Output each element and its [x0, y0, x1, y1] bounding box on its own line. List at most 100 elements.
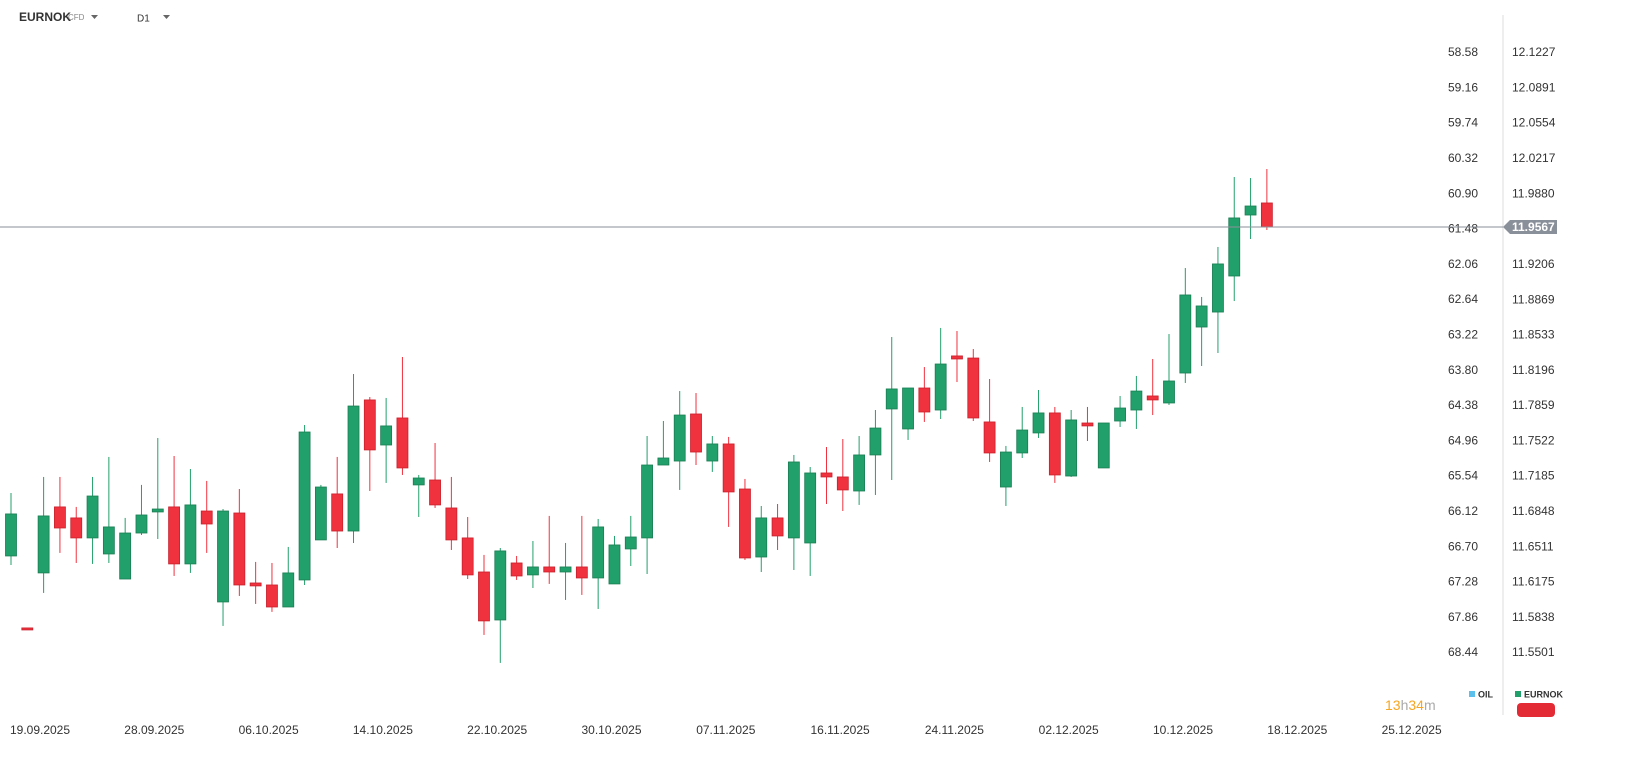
candles — [5, 169, 1273, 663]
x-tick-label: 25.12.2025 — [1382, 723, 1442, 737]
candle-body — [641, 464, 653, 539]
price-axis: 12.1227 12.0891 12.0554 12.0217 11.9880 11.92… — [10, 45, 1556, 737]
candle-body — [396, 417, 409, 469]
candle-body — [363, 399, 376, 451]
y-tick-label: 11.7859 — [1512, 398, 1555, 412]
candle-body — [543, 566, 556, 573]
candle-body — [918, 387, 931, 413]
y-tick-label: 11.7522 — [1512, 433, 1555, 447]
candle-body — [314, 486, 327, 541]
candle-body — [249, 582, 262, 587]
x-tick-label: 24.11.2025 — [925, 723, 984, 737]
y2-tick-label: 66.12 — [1448, 504, 1478, 518]
x-tick-label: 07.11.2025 — [696, 723, 755, 737]
candle-body — [1032, 412, 1045, 434]
candle-body — [575, 566, 588, 579]
action-button[interactable] — [1517, 703, 1555, 717]
candle-body — [412, 477, 425, 486]
candle-body — [86, 495, 99, 539]
candle-body — [119, 532, 132, 580]
candle-body — [1179, 294, 1192, 374]
candle-body — [282, 572, 295, 608]
y-tick-label: 12.0554 — [1512, 116, 1556, 130]
y-tick-label: 11.5838 — [1512, 610, 1555, 624]
candle-body — [787, 461, 800, 539]
candle-body — [298, 431, 311, 581]
y2-tick-label: 62.06 — [1448, 257, 1478, 271]
y2-tick-label: 58.58 — [1448, 45, 1478, 59]
y2-tick-label: 61.48 — [1448, 222, 1478, 236]
candle-body — [331, 493, 344, 532]
candle-body — [135, 514, 148, 534]
y-tick-label: 11.8533 — [1512, 327, 1555, 341]
y2-tick-label: 60.90 — [1448, 186, 1478, 200]
y2-tick-label: 67.86 — [1448, 610, 1478, 624]
y-tick-label: 11.8869 — [1512, 292, 1555, 306]
candle-body — [527, 566, 539, 576]
candle-body — [217, 510, 229, 603]
y-tick-label: 12.0217 — [1512, 151, 1556, 165]
candle-body — [347, 405, 360, 532]
candle-body — [1195, 305, 1208, 328]
x-tick-label: 30.10.2025 — [581, 723, 641, 737]
candle-body — [706, 443, 719, 462]
y-tick-label: 12.1227 — [1512, 45, 1556, 59]
candle-body — [5, 513, 17, 557]
candle-body — [869, 427, 882, 456]
candle-body — [934, 363, 947, 411]
y2-tick-label: 60.32 — [1448, 151, 1478, 165]
badge: CFD — [68, 13, 85, 22]
candle-body — [494, 550, 507, 621]
candle-body — [102, 526, 115, 555]
countdown-value: 34 — [1408, 697, 1424, 713]
y-tick-label: 11.9880 — [1512, 186, 1555, 200]
timeframe[interactable]: D1 — [137, 14, 150, 25]
last-price-tag — [1503, 219, 1557, 234]
x-tick-label: 02.12.2025 — [1039, 723, 1099, 737]
candle-body — [1260, 202, 1273, 228]
y-tick-label: 11.5501 — [1512, 645, 1555, 659]
candle-body — [608, 544, 621, 585]
candle-body — [836, 476, 849, 491]
legend-swatch — [1515, 691, 1521, 697]
candle-body — [1130, 390, 1143, 411]
candle-body — [771, 517, 784, 537]
candle-body — [54, 506, 66, 529]
candle-body — [673, 414, 686, 462]
y2-tick-label: 63.22 — [1448, 328, 1478, 342]
y2-tick-label: 66.70 — [1448, 539, 1478, 553]
countdown-unit: h — [1401, 697, 1409, 713]
candle-body — [1000, 451, 1012, 488]
candle-body — [624, 536, 637, 550]
countdown-value: 13 — [1385, 697, 1401, 713]
last-price-label: 11.9567 — [1512, 220, 1555, 234]
candle-body — [70, 517, 83, 539]
legend-label: OIL — [1478, 689, 1494, 699]
symbol[interactable]: EURNOK — [19, 10, 71, 24]
candle-body — [380, 425, 393, 446]
candle-body — [1097, 422, 1110, 469]
y2-tick-label: 64.96 — [1448, 433, 1478, 447]
candle-body — [266, 584, 278, 608]
candle-body — [445, 507, 458, 541]
candle-body — [657, 457, 670, 466]
y-tick-label: 11.6175 — [1512, 575, 1555, 589]
candle-body — [853, 454, 866, 492]
x-tick-label: 06.10.2025 — [239, 723, 299, 737]
symbol-dropdown[interactable] — [91, 15, 98, 19]
y2-tick-label: 65.54 — [1448, 469, 1478, 483]
timeframe-dropdown[interactable] — [163, 15, 170, 19]
candle-body — [902, 387, 914, 430]
y-tick-label: 11.7185 — [1512, 469, 1555, 483]
candle-body — [722, 443, 735, 493]
y-tick-label: 11.6848 — [1512, 504, 1555, 518]
y2-tick-label: 68.44 — [1448, 645, 1478, 659]
y2-tick-label: 59.74 — [1448, 116, 1478, 130]
candle-body — [1212, 263, 1224, 313]
x-tick-label: 10.12.2025 — [1153, 723, 1213, 737]
x-tick-label: 16.11.2025 — [811, 723, 870, 737]
candle-body — [37, 515, 50, 574]
candle-body — [151, 508, 164, 513]
